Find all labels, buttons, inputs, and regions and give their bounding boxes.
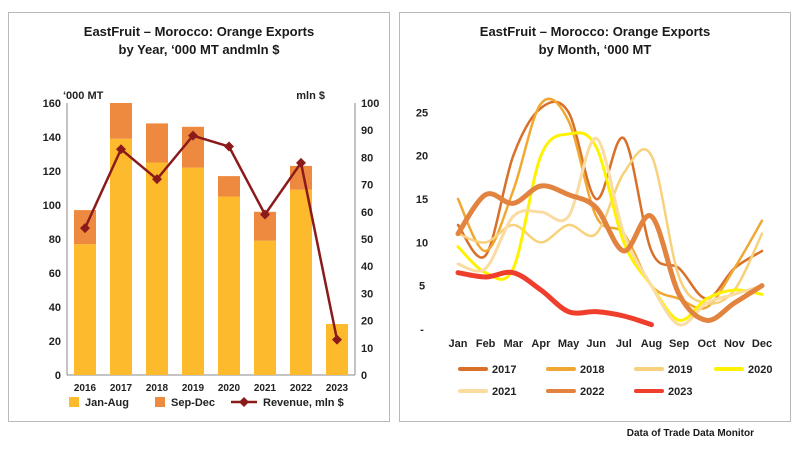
left-y-tick-label: 140 (43, 132, 61, 144)
bar-sep-dec (110, 103, 132, 139)
source-note: Data of Trade Data Monitor (626, 428, 754, 439)
bar-sep-dec (218, 176, 240, 197)
yearly-exports-chart: 0 20 40 60 80 100 120 140 160 0 10 20 30 40 50 60 70 80 90… (43, 90, 380, 409)
legend-label-2017: 2017 (492, 364, 516, 376)
x-tick-label: 2021 (254, 383, 277, 394)
x-tick-label: 2022 (290, 383, 313, 394)
legend-label-sep-dec: Sep-Dec (171, 397, 215, 409)
revenue-line (83, 134, 339, 340)
monthly-exports-chart: - 5 10 15 20 25 Jan Feb Mar Apr May Jun Jul Aug Sep Oct… (416, 97, 772, 398)
left-y-tick-label: 160 (43, 98, 61, 110)
left-y-tick-label: 40 (49, 302, 61, 314)
left-y-tick-label: 60 (49, 268, 61, 280)
legend-label-2019: 2019 (668, 364, 692, 376)
bar-jan-aug (254, 240, 276, 375)
month-tick-label: Jul (616, 338, 632, 350)
left-chart-title-line2: by Year, ‘000 MT andmln $ (118, 42, 280, 57)
revenue-point (80, 223, 90, 234)
x-tick-label: 2018 (146, 383, 169, 394)
left-y-tick-label: 0 (55, 370, 61, 382)
month-tick-label: Jan (449, 338, 468, 350)
month-tick-label: Dec (752, 338, 772, 350)
right-chart-title-line1: EastFruit – Morocco: Orange Exports (479, 24, 711, 39)
x-tick-label: 2023 (326, 383, 349, 394)
x-tick-label: 2016 (74, 383, 97, 394)
right-chart-panel: EastFruit – Morocco: Orange Exports by M… (399, 12, 791, 422)
series-line-2021 (456, 136, 764, 327)
month-tick-label: May (558, 338, 580, 350)
x-tick-label: 2020 (218, 383, 241, 394)
right-chart-title-line2: by Month, ‘000 MT (538, 42, 652, 57)
bar-jan-aug (182, 167, 204, 375)
x-tick-label: 2017 (110, 383, 133, 394)
right-y-tick-label: 90 (361, 125, 373, 137)
left-y-tick-label: 120 (43, 166, 61, 178)
legend-label-2018: 2018 (580, 364, 604, 376)
x-tick-label: 2019 (182, 383, 205, 394)
month-tick-label: Sep (669, 338, 689, 350)
legend-label-revenue: Revenue, mln $ (263, 397, 344, 409)
y-tick-label: 5 (419, 281, 425, 293)
series-line-2022 (455, 183, 765, 323)
month-tick-label: Apr (531, 338, 551, 350)
bar-jan-aug (110, 138, 132, 375)
month-tick-label: Jun (586, 338, 606, 350)
revenue-point (188, 130, 198, 141)
left-chart-panel: EastFruit – Morocco: Orange Exports by Y… (8, 12, 390, 422)
right-y-tick-label: 50 (361, 234, 373, 246)
month-tick-label: Nov (724, 338, 746, 350)
left-chart-title-line1: EastFruit – Morocco: Orange Exports (83, 24, 315, 39)
revenue-point (116, 144, 126, 155)
right-y-tick-label: 80 (361, 152, 373, 164)
right-y-tick-label: 20 (361, 316, 373, 328)
month-tick-label: Aug (641, 338, 662, 350)
legend-swatch-sep-dec (155, 397, 165, 407)
right-y-tick-label: 30 (361, 288, 373, 300)
y-tick-label: 10 (416, 237, 428, 249)
month-tick-label: Mar (503, 338, 523, 350)
series-line-2023 (455, 269, 654, 328)
revenue-point (152, 174, 162, 185)
y-tick-label: 15 (416, 194, 428, 206)
right-y-tick-label: 60 (361, 207, 373, 219)
right-axis-unit: mln $ (296, 90, 325, 102)
bar-sep-dec (254, 211, 276, 241)
revenue-point (332, 334, 342, 345)
series-line-2020 (456, 131, 764, 322)
legend-label-2020: 2020 (748, 364, 772, 376)
y-tick-label: 25 (416, 107, 428, 119)
legend-marker-revenue (239, 397, 249, 407)
bar-sep-dec (290, 165, 312, 190)
left-axis-unit: ‘000 MT (63, 90, 104, 102)
left-y-tick-label: 80 (49, 234, 61, 246)
y-tick-label: 20 (416, 151, 428, 163)
bar-jan-aug (74, 244, 96, 375)
bar-jan-aug (218, 196, 240, 375)
month-tick-label: Oct (698, 338, 717, 350)
bar-jan-aug (326, 324, 348, 375)
right-y-tick-label: 100 (361, 98, 379, 110)
y-tick-label: - (420, 324, 424, 336)
revenue-point (260, 209, 270, 220)
month-tick-label: Feb (476, 338, 496, 350)
revenue-point (224, 141, 234, 152)
right-y-tick-label: 40 (361, 261, 373, 273)
right-y-tick-label: 70 (361, 180, 373, 192)
legend-label-jan-aug: Jan-Aug (85, 397, 129, 409)
legend-label-2023: 2023 (668, 386, 692, 398)
bar-jan-aug (146, 162, 168, 375)
legend-swatch-jan-aug (69, 397, 79, 407)
revenue-point (296, 157, 306, 168)
right-y-tick-label: 0 (361, 370, 367, 382)
left-y-tick-label: 100 (43, 200, 61, 212)
legend-label-2022: 2022 (580, 386, 604, 398)
legend-label-2021: 2021 (492, 386, 516, 398)
left-y-tick-label: 20 (49, 336, 61, 348)
bar-jan-aug (290, 189, 312, 375)
bar-sep-dec (146, 123, 168, 163)
right-y-tick-label: 10 (361, 343, 373, 355)
